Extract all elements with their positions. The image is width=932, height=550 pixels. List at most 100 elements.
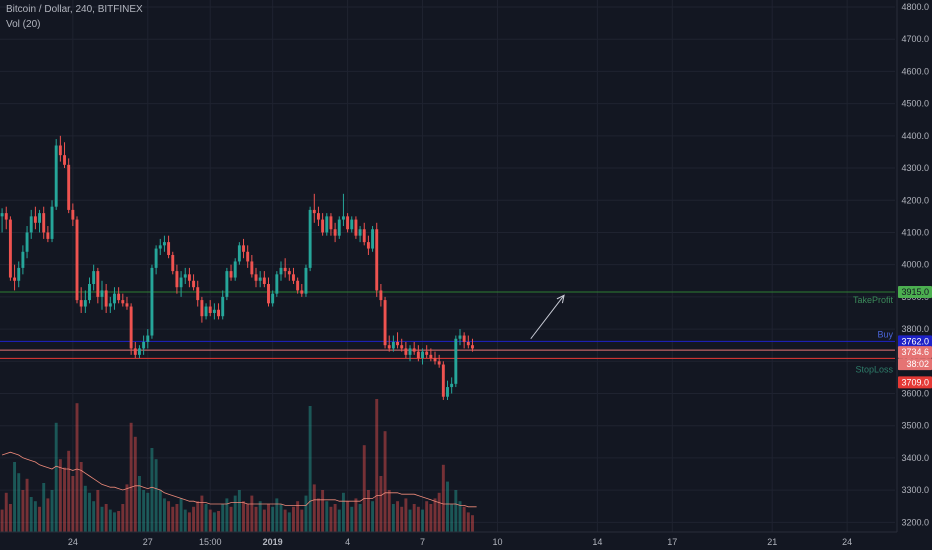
volume-bar [125, 484, 129, 532]
candle-body [371, 229, 375, 249]
price-tick-label: 3200.0 [901, 517, 929, 527]
candle-body [362, 229, 366, 243]
candle-body [292, 274, 295, 281]
candle-body [254, 274, 258, 281]
candle-body [8, 219, 12, 278]
time-tick-label: 2019 [263, 537, 283, 547]
volume-bar [437, 492, 441, 532]
time-axis[interactable]: 24 27 15:00 2019 4 7 10 14 17 21 24 [0, 531, 897, 547]
volume-bar [454, 490, 458, 532]
volume-bar [329, 506, 333, 532]
candle-body [437, 361, 441, 365]
candle-body [54, 145, 58, 207]
candle-body [46, 232, 50, 239]
volume-bar [383, 431, 387, 532]
volume-moving-average-line [1, 451, 477, 508]
volume-bar [88, 492, 91, 532]
candle-body [450, 383, 454, 388]
candle-body [133, 348, 137, 355]
candle-body [275, 274, 279, 294]
candle-body [167, 242, 171, 256]
price-tick-label: 4300.0 [901, 163, 929, 173]
volume-bar [79, 462, 83, 532]
time-tick-label: 21 [767, 537, 777, 547]
price-tag-stoploss [898, 376, 932, 389]
candle-body [304, 267, 308, 294]
candle-body [121, 300, 125, 304]
candle-body [204, 306, 208, 317]
candle-body [283, 267, 287, 272]
volume-bar [283, 509, 287, 532]
price-tick-label: 4400.0 [901, 131, 929, 141]
volume-bar [358, 504, 362, 532]
volume-bar [217, 511, 221, 532]
candle-body [79, 300, 83, 307]
volume-bar [108, 509, 112, 532]
volume-bar [146, 492, 150, 532]
buy-label: Buy [877, 329, 893, 339]
price-tick-label: 3500.0 [901, 421, 929, 431]
volume-bar [129, 422, 133, 532]
candle-body [183, 274, 187, 278]
candle-body [175, 271, 179, 288]
volume-bar [8, 504, 12, 532]
volume-bar [471, 515, 474, 532]
candle-body [429, 354, 433, 359]
price-tick-label: 4200.0 [901, 195, 929, 205]
volume-bar [208, 509, 212, 532]
candle-body [221, 296, 225, 317]
volume-bar [229, 506, 233, 532]
volume-bar [267, 504, 270, 532]
volume-bar [171, 506, 175, 532]
volume-bar [254, 506, 258, 532]
price-axis[interactable]: 3200.03300.03400.03500.03600.03700.03800… [896, 0, 932, 532]
candle-body [146, 335, 150, 342]
volume-bar [421, 509, 424, 532]
volume-bar [312, 484, 316, 532]
candle-body [17, 267, 21, 281]
volume-bar [371, 501, 375, 532]
price-tag-label: 3734.6 [901, 347, 929, 357]
volume-bar [296, 501, 300, 532]
volume-bar [117, 511, 121, 532]
volume-bar [212, 512, 216, 532]
volume-bar [75, 403, 79, 532]
volume-bar [67, 450, 71, 532]
candle-body [321, 219, 325, 233]
candle-body [267, 283, 270, 304]
volume-bar [38, 506, 42, 532]
volume-bar [50, 490, 54, 532]
time-tick-label: 15:00 [199, 537, 222, 547]
candle-body [466, 341, 470, 346]
candle-body [142, 341, 146, 349]
candle-body [387, 345, 391, 349]
volume-bar [179, 498, 183, 532]
volume-bar [433, 498, 437, 532]
candle-body [325, 216, 329, 233]
candle-body [412, 348, 416, 352]
candle-body [92, 271, 96, 284]
candle-body [25, 232, 29, 252]
candle-body [329, 216, 333, 230]
volume-bar [341, 492, 345, 532]
candle-body [441, 364, 445, 397]
volume-bar [25, 478, 29, 532]
price-tick-label: 3600.0 [901, 389, 929, 399]
symbol-title: Bitcoin / Dollar, 240, BITFINEX [6, 4, 143, 15]
candlestick-series [0, 135, 474, 400]
candle-body [337, 219, 341, 236]
volume-bar [63, 467, 66, 532]
candle-body [229, 271, 233, 278]
candle-body [162, 242, 166, 246]
candle-body [67, 164, 71, 210]
price-tick-label: 4500.0 [901, 99, 929, 109]
candle-body [308, 209, 312, 268]
candle-body [50, 206, 54, 239]
price-tick-label: 4000.0 [901, 260, 929, 270]
time-tick-label: 7 [420, 537, 425, 547]
volume-bar [275, 498, 279, 532]
volume-bar [150, 448, 154, 532]
volume-bar [83, 485, 87, 532]
volume-indicator-label: Vol (20) [6, 19, 41, 30]
